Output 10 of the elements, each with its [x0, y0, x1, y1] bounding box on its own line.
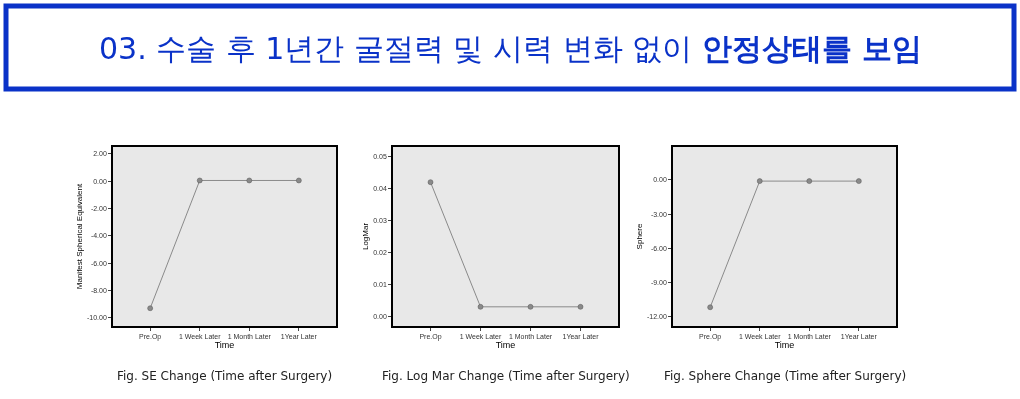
- text: 03. 수술 후 1년간 굴절력 및 시력 변화 없이 안정상태를 보임: [99, 31, 923, 66]
- y-axis-title: Manifest Spherical Equivalent: [75, 183, 85, 290]
- text: Fig. Log Mar Change (Time after Surgery): [382, 369, 630, 383]
- text: Fig. Sphere Change (Time after Surgery): [664, 369, 907, 383]
- y-axis-title: Sphere: [635, 223, 645, 250]
- x-axis-title: Time: [495, 340, 516, 351]
- y-axis-title: LogMar: [361, 222, 371, 251]
- x-axis-title: Time: [214, 340, 235, 351]
- text: Fig. SE Change (Time after Surgery): [117, 369, 333, 383]
- x-axis-title: Time: [774, 340, 795, 351]
